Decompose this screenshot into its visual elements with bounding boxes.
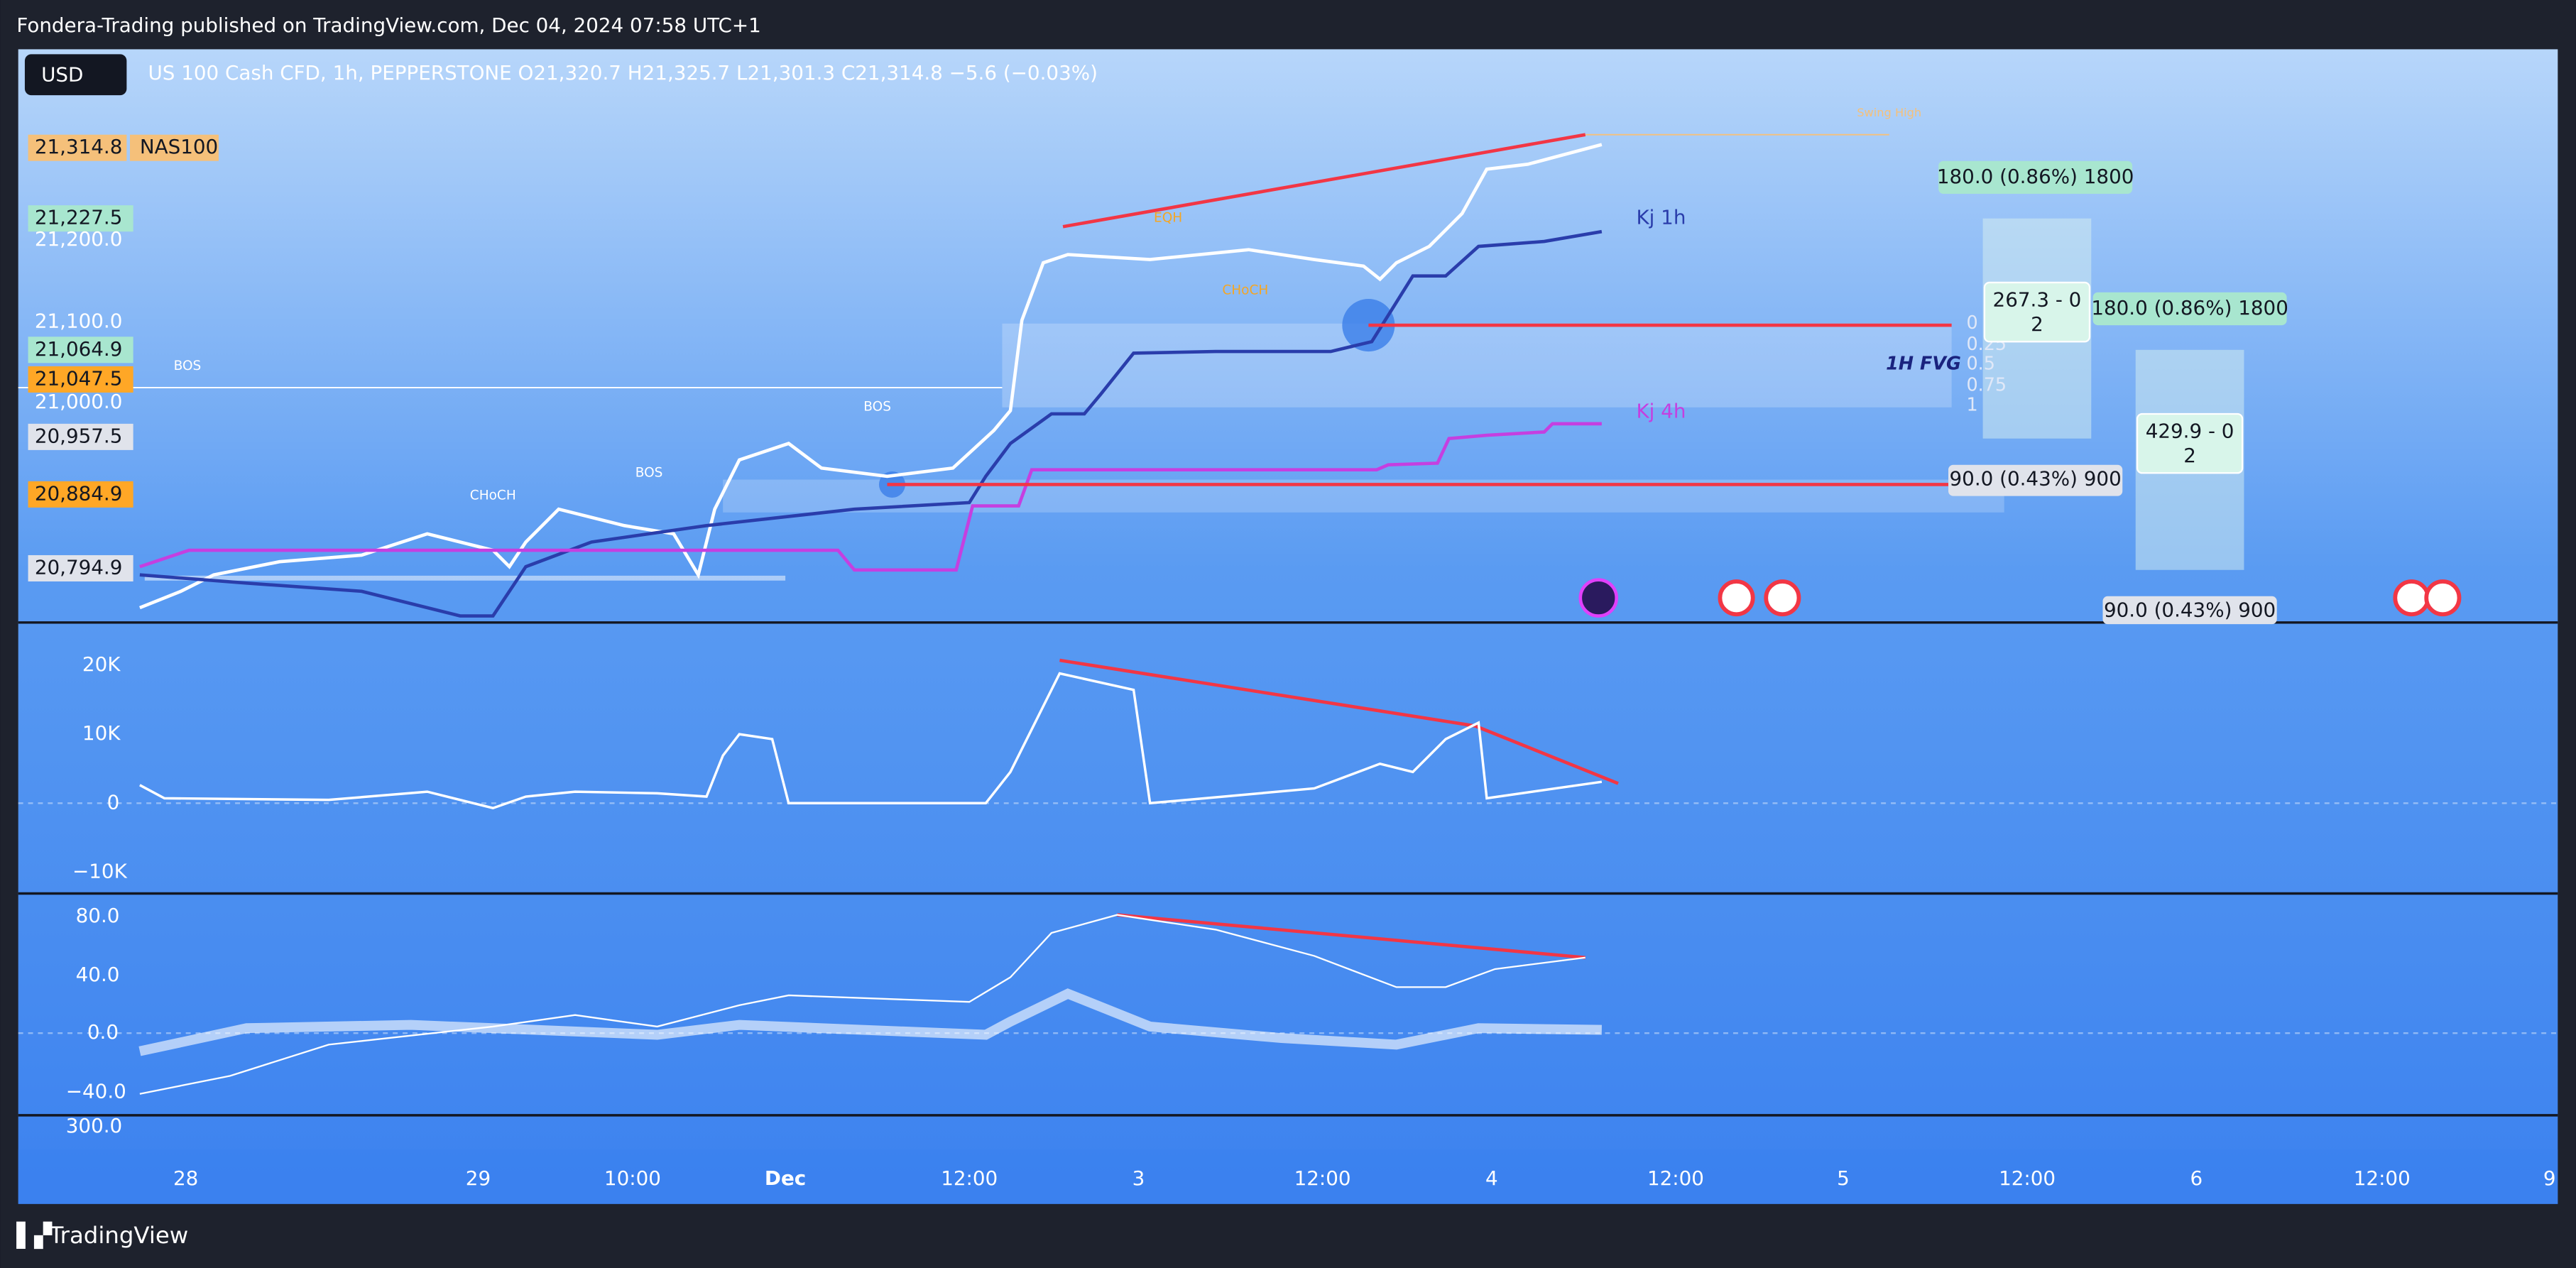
position-label: 2 — [2031, 312, 2043, 336]
annotation: CHoCH — [470, 488, 516, 503]
time-axis-label: 6 — [2190, 1166, 2203, 1190]
box-bg — [2092, 292, 2287, 326]
kj-4h-label: Kj 4h — [1636, 400, 1686, 423]
price-label-bg — [28, 205, 133, 232]
currency-label: USD — [41, 62, 83, 86]
price-label: 21,100.0 — [35, 309, 123, 332]
price-label: 20,884.9 — [35, 481, 123, 505]
extra-axis-label: 300.0 — [66, 1114, 122, 1137]
price-label: 21,200.0 — [35, 227, 123, 251]
price-label-bg — [28, 481, 133, 508]
time-axis: 28 29 10:00 Dec 12:00 3 12:00 4 12:00 5 12:00 6 12:0… — [173, 1166, 2556, 1190]
volume-line — [139, 672, 1603, 810]
symbol-tag: NAS100 — [140, 135, 218, 158]
kj-4h-line — [139, 422, 1602, 572]
time-axis-label: 4 — [1485, 1166, 1498, 1190]
annotation: BOS — [174, 359, 202, 373]
osc-axis-label: −40.0 — [66, 1079, 126, 1103]
price-label: 21,314.8 — [35, 135, 123, 158]
price-label: 20,957.5 — [35, 424, 123, 447]
position-label: 90.0 (0.43%) 900 — [1950, 467, 2122, 491]
kj-1h-label: Kj 1h — [1636, 206, 1686, 229]
chart-area — [18, 49, 2558, 1204]
fib-label: 0.75 — [1966, 374, 2007, 395]
time-axis-label: 29 — [466, 1166, 491, 1190]
annotation: CHoCH — [1222, 283, 1268, 297]
price-label: 21,064.9 — [35, 337, 123, 361]
time-axis-label: 12:00 — [1294, 1166, 1351, 1190]
box-bg — [1948, 464, 2123, 496]
fib-label: 0.5 — [1966, 353, 1994, 374]
price-label: 21,227.5 — [35, 206, 123, 229]
price-label-bg — [28, 423, 133, 450]
volume-axis-label: 0 — [107, 790, 120, 814]
position-label: 267.3 - 0 — [1993, 288, 2082, 311]
oscillator-bars — [138, 988, 1602, 1056]
osc-axis-label: 40.0 — [76, 963, 120, 986]
price-line — [139, 143, 1603, 610]
symbol-tag-bg — [130, 134, 219, 161]
time-axis-label: 12:00 — [2354, 1166, 2411, 1190]
annotation: BOS — [635, 465, 663, 480]
fvg-zone — [1002, 323, 1952, 408]
position-label: 2 — [2183, 444, 2196, 467]
volume-axis-label: −10K — [72, 859, 128, 882]
volume-axis-label: 20K — [82, 652, 121, 676]
annotation: EQH — [1154, 211, 1182, 226]
position-label: 429.9 - 0 — [2146, 419, 2234, 442]
time-axis-label: 12:00 — [1647, 1166, 1704, 1190]
currency-button[interactable] — [24, 54, 127, 96]
price-label-bg — [28, 366, 133, 393]
time-axis-label: 3 — [1133, 1166, 1145, 1190]
time-axis-label: 9 — [2543, 1166, 2556, 1190]
time-axis-label: Dec — [765, 1166, 806, 1190]
price-label-bg — [28, 337, 133, 364]
box-bg — [1938, 160, 2133, 194]
annotation: Swing High — [1857, 106, 1921, 119]
brand-logo: ▌▞ — [16, 1221, 53, 1250]
position-label: 90.0 (0.43%) 900 — [2104, 599, 2276, 622]
osc-axis-label: 80.0 — [76, 904, 120, 927]
position-label: 180.0 (0.86%) 1800 — [2091, 296, 2288, 319]
price-label: 21,047.5 — [35, 366, 123, 390]
fvg-label: 1H FVG — [1886, 353, 1961, 374]
trendlines — [887, 133, 1952, 960]
annotation: BOS — [863, 400, 891, 415]
time-axis-bg — [18, 1149, 2558, 1204]
time-axis-label: 10:00 — [604, 1166, 661, 1190]
publisher: Fondera-Trading published on TradingView… — [16, 13, 760, 37]
time-axis-label: 5 — [1837, 1166, 1850, 1190]
fib-label: 1 — [1966, 393, 1977, 415]
box-bg — [2136, 412, 2244, 474]
time-axis-label: 12:00 — [941, 1166, 998, 1190]
price-label-bg — [28, 554, 133, 581]
event-icons[interactable] — [1718, 579, 2462, 617]
time-axis-label: 28 — [173, 1166, 198, 1190]
box-bg — [1983, 281, 2091, 343]
event-icon[interactable] — [1578, 578, 1619, 618]
fib-label: 0 — [1966, 312, 1977, 333]
legend: US 100 Cash CFD, 1h, PEPPERSTONE O21,320… — [148, 61, 1097, 84]
volume-axis-label: 10K — [82, 721, 121, 745]
price-label: 21,000.0 — [35, 390, 123, 413]
position-label: 180.0 (0.86%) 1800 — [1937, 165, 2134, 188]
kj-1h-line — [139, 229, 1603, 618]
osc-axis-label: 0.0 — [87, 1020, 119, 1044]
box-bg — [2102, 596, 2277, 625]
brand: TradingView — [49, 1222, 189, 1249]
price-label-bg — [28, 134, 127, 161]
time-axis-label: 12:00 — [1999, 1166, 2056, 1190]
price-label: 20,794.9 — [35, 555, 123, 579]
